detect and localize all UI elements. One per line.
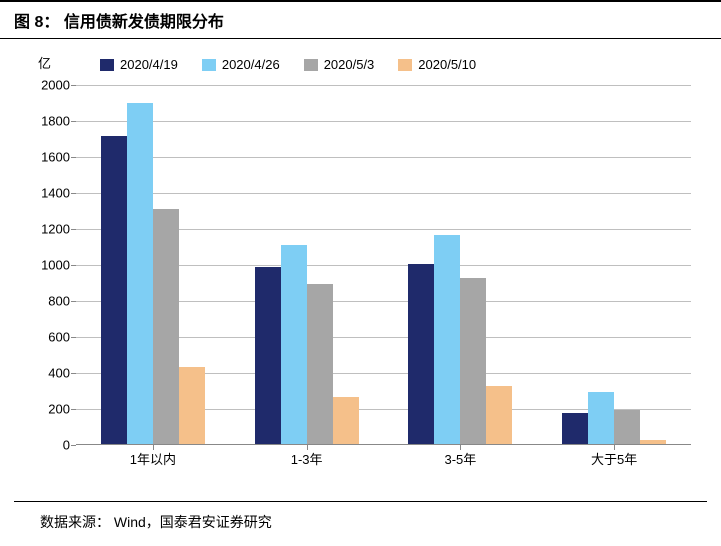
chart-area: 亿 2020/4/192020/4/262020/5/32020/5/10 02…	[20, 51, 701, 481]
source-label: 数据来源：	[40, 514, 110, 530]
footer-rule	[14, 501, 707, 502]
y-tick	[71, 445, 76, 446]
y-tick	[71, 373, 76, 374]
bar	[333, 397, 359, 444]
legend-label: 2020/5/3	[324, 57, 375, 72]
x-axis-label: 1年以内	[76, 449, 230, 468]
bar	[127, 103, 153, 444]
bar	[101, 136, 127, 444]
y-tick	[71, 85, 76, 86]
y-axis-unit: 亿	[38, 53, 51, 72]
legend-swatch	[398, 59, 412, 71]
bar	[408, 264, 434, 444]
legend-swatch	[304, 59, 318, 71]
bar	[614, 410, 640, 444]
y-tick-label: 1400	[30, 186, 70, 201]
bar	[460, 278, 486, 445]
legend-item: 2020/5/10	[398, 57, 476, 72]
y-tick	[71, 157, 76, 158]
legend-label: 2020/4/26	[222, 57, 280, 72]
y-tick-label: 600	[30, 330, 70, 345]
x-axis-label: 3-5年	[384, 449, 538, 468]
figure-title: 信用债新发债期限分布	[64, 14, 224, 31]
y-tick-label: 0	[30, 438, 70, 453]
bar	[179, 367, 205, 444]
legend-item: 2020/5/3	[304, 57, 375, 72]
bar	[255, 267, 281, 444]
source-line: 数据来源： Wind，国泰君安证券研究	[40, 512, 272, 532]
y-tick-label: 1800	[30, 114, 70, 129]
y-tick-label: 800	[30, 294, 70, 309]
plot-region: 02004006008001000120014001600180020001年以…	[76, 85, 691, 445]
y-tick	[71, 301, 76, 302]
figure-label: 图 8：	[14, 14, 59, 31]
legend-swatch	[100, 59, 114, 71]
legend-item: 2020/4/26	[202, 57, 280, 72]
legend-label: 2020/5/10	[418, 57, 476, 72]
bar	[307, 284, 333, 444]
legend: 2020/4/19 2020/4/26 2020/5/3 2020/5/10	[100, 57, 476, 72]
bar	[281, 245, 307, 444]
x-axis-label: 大于5年	[537, 449, 691, 468]
figure-title-bar: 图 8： 信用债新发债期限分布	[0, 0, 721, 39]
bar-group	[255, 245, 359, 444]
y-tick	[71, 121, 76, 122]
y-tick-label: 1000	[30, 258, 70, 273]
bar-group	[562, 392, 666, 444]
bar	[588, 392, 614, 444]
bar	[562, 413, 588, 445]
y-tick-label: 400	[30, 366, 70, 381]
y-tick	[71, 337, 76, 338]
legend-label: 2020/4/19	[120, 57, 178, 72]
legend-item: 2020/4/19	[100, 57, 178, 72]
bar	[640, 440, 666, 445]
source-text: Wind，国泰君安证券研究	[114, 514, 272, 530]
bar-group	[408, 235, 512, 444]
y-tick-label: 1200	[30, 222, 70, 237]
y-tick	[71, 409, 76, 410]
bar	[153, 209, 179, 444]
x-axis-label: 1-3年	[230, 449, 384, 468]
y-tick	[71, 229, 76, 230]
grid-line	[76, 85, 691, 86]
y-tick-label: 200	[30, 402, 70, 417]
y-tick	[71, 193, 76, 194]
y-tick-label: 1600	[30, 150, 70, 165]
bar	[434, 235, 460, 444]
legend-swatch	[202, 59, 216, 71]
bar-group	[101, 103, 205, 444]
y-tick-label: 2000	[30, 78, 70, 93]
bar	[486, 386, 512, 445]
y-tick	[71, 265, 76, 266]
